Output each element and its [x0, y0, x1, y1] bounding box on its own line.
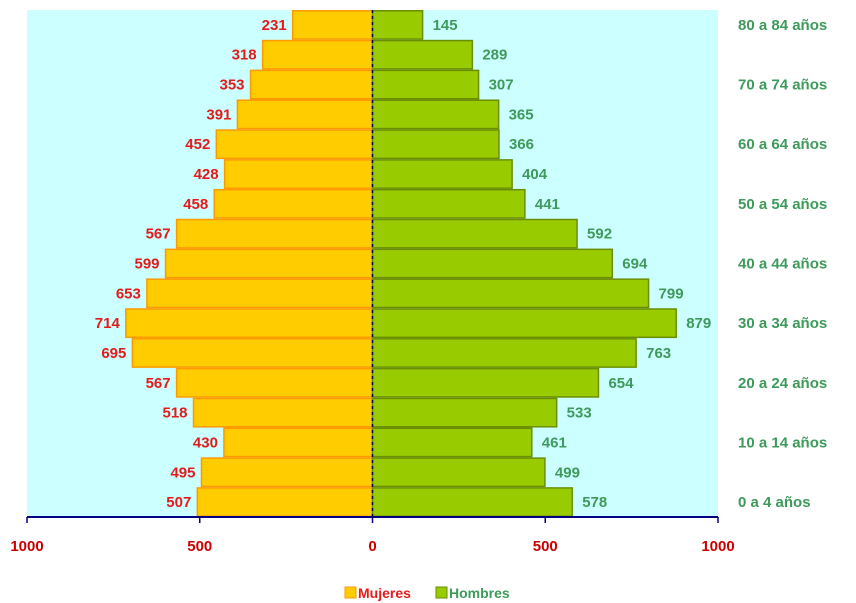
- legend: Mujeres Hombres: [344, 585, 510, 601]
- legend-swatch-mujeres: [344, 586, 357, 599]
- age-label-age-16: 80 a 84 años: [738, 17, 827, 34]
- bar-hombres-age-2: [371, 427, 533, 458]
- value-label-mujeres-age-4: 567: [146, 375, 171, 392]
- x-tick-label: 500: [187, 538, 212, 555]
- bar-hombres-age-0: [371, 487, 573, 518]
- age-label-age-14: 70 a 74 años: [738, 77, 827, 94]
- value-label-mujeres-age-1: 495: [170, 464, 195, 481]
- value-label-mujeres-age-7: 653: [116, 285, 141, 302]
- bar-mujeres-age-10: [213, 188, 374, 219]
- value-label-mujeres-age-14: 353: [220, 77, 245, 94]
- value-label-hombres-age-14: 307: [489, 77, 514, 94]
- value-label-mujeres-age-8: 599: [135, 256, 160, 273]
- bar-mujeres-age-4: [175, 367, 374, 398]
- x-tick-label: 500: [533, 538, 558, 555]
- value-label-hombres-age-10: 441: [535, 196, 560, 213]
- bar-mujeres-age-11: [223, 159, 374, 189]
- bar-mujeres-age-14: [249, 69, 374, 100]
- value-label-hombres-age-15: 289: [482, 47, 507, 64]
- bar-mujeres-age-0: [196, 487, 374, 518]
- value-label-mujeres-age-11: 428: [194, 166, 219, 183]
- bar-mujeres-age-12: [215, 129, 374, 160]
- bar-hombres-age-7: [371, 278, 650, 309]
- age-labels-group: 0 a 4 años 10 a 14 años 20 a 24 años 30 a 3…: [738, 17, 827, 511]
- value-label-hombres-age-13: 365: [509, 106, 534, 123]
- value-label-hombres-age-8: 694: [622, 256, 648, 273]
- bar-mujeres-age-16: [291, 10, 374, 40]
- bar-hombres-age-12: [371, 129, 500, 160]
- age-label-age-12: 60 a 64 años: [738, 136, 827, 153]
- bar-hombres-age-10: [371, 188, 526, 219]
- bar-hombres-age-3: [371, 397, 558, 428]
- age-label-age-2: 10 a 14 años: [738, 434, 827, 451]
- x-ticks-group: 1000 500 0 500 1000: [10, 517, 735, 555]
- value-label-mujeres-age-9: 567: [146, 226, 171, 243]
- value-label-mujeres-age-16: 231: [262, 17, 287, 34]
- bar-hombres-age-14: [371, 69, 480, 100]
- bar-mujeres-age-15: [261, 39, 374, 70]
- legend-swatch-hombres: [435, 586, 448, 599]
- value-label-mujeres-age-13: 391: [206, 106, 231, 123]
- value-label-hombres-age-5: 763: [646, 345, 671, 362]
- age-label-age-6: 30 a 34 años: [738, 315, 827, 332]
- value-label-mujeres-age-12: 452: [185, 136, 210, 153]
- bar-hombres-age-9: [371, 218, 578, 249]
- bar-mujeres-age-7: [146, 278, 374, 309]
- value-label-mujeres-age-10: 458: [183, 196, 208, 213]
- bar-hombres-age-8: [371, 248, 614, 279]
- value-label-mujeres-age-0: 507: [166, 494, 191, 511]
- value-label-hombres-age-3: 533: [567, 405, 592, 422]
- age-label-age-10: 50 a 54 años: [738, 196, 827, 213]
- legend-label-hombres: Hombres: [449, 585, 510, 601]
- bar-mujeres-age-5: [131, 338, 374, 368]
- x-tick-label: 0: [368, 538, 376, 555]
- bar-mujeres-age-2: [223, 427, 374, 458]
- value-label-hombres-age-1: 499: [555, 464, 580, 481]
- bar-mujeres-age-6: [125, 308, 374, 339]
- x-tick-label: 1000: [10, 538, 43, 555]
- value-label-mujeres-age-5: 695: [101, 345, 126, 362]
- age-label-age-0: 0 a 4 años: [738, 494, 811, 511]
- bar-hombres-age-4: [371, 367, 600, 398]
- value-label-hombres-age-12: 366: [509, 136, 534, 153]
- age-label-age-8: 40 a 44 años: [738, 256, 827, 273]
- bar-hombres-age-16: [371, 10, 424, 40]
- value-labels-group: 507 578 495 499 430 461 518 533 567 654 695 763 714 8…: [95, 17, 711, 511]
- legend-label-mujeres: Mujeres: [358, 585, 411, 601]
- value-label-hombres-age-11: 404: [522, 166, 548, 183]
- bar-mujeres-age-13: [236, 99, 374, 130]
- bar-mujeres-age-3: [192, 397, 374, 428]
- bar-hombres-age-15: [371, 39, 474, 70]
- value-label-mujeres-age-3: 518: [162, 405, 187, 422]
- value-label-mujeres-age-6: 714: [95, 315, 121, 332]
- bar-mujeres-age-8: [164, 248, 374, 279]
- bar-hombres-age-11: [371, 159, 513, 189]
- value-label-hombres-age-0: 578: [582, 494, 607, 511]
- x-tick-label: 1000: [701, 538, 734, 555]
- value-label-mujeres-age-2: 430: [193, 434, 218, 451]
- value-label-hombres-age-4: 654: [608, 375, 634, 392]
- bar-hombres-age-13: [371, 99, 500, 130]
- value-label-mujeres-age-15: 318: [232, 47, 257, 64]
- bar-mujeres-age-1: [200, 457, 374, 488]
- bar-hombres-age-5: [371, 338, 637, 368]
- value-label-hombres-age-2: 461: [542, 434, 567, 451]
- value-label-hombres-age-7: 799: [659, 285, 684, 302]
- bar-hombres-age-6: [371, 308, 677, 339]
- bar-hombres-age-1: [371, 457, 546, 488]
- age-label-age-4: 20 a 24 años: [738, 375, 827, 392]
- value-label-hombres-age-6: 879: [686, 315, 711, 332]
- bar-mujeres-age-9: [175, 218, 374, 249]
- value-label-hombres-age-9: 592: [587, 226, 612, 243]
- value-label-hombres-age-16: 145: [433, 17, 458, 34]
- bars-group: [125, 10, 677, 518]
